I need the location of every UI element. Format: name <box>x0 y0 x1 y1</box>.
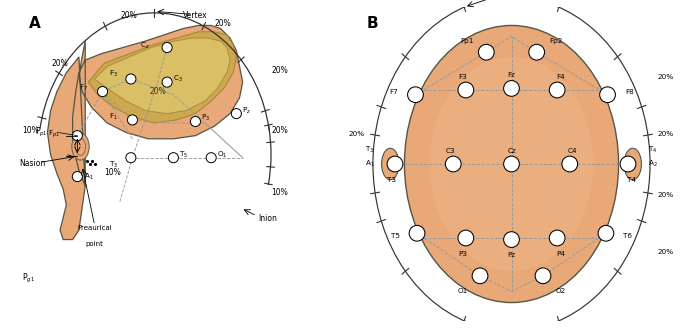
Circle shape <box>620 156 636 172</box>
Text: F$_3$: F$_3$ <box>109 69 118 79</box>
Circle shape <box>549 230 565 246</box>
Text: C3: C3 <box>445 148 455 154</box>
Text: T6: T6 <box>623 233 632 239</box>
Text: F4: F4 <box>556 74 565 80</box>
Text: F$_1$: F$_1$ <box>109 112 118 122</box>
Ellipse shape <box>72 133 89 160</box>
Text: A: A <box>29 16 40 31</box>
Ellipse shape <box>382 148 399 180</box>
Text: T4: T4 <box>627 176 636 183</box>
Text: Cz: Cz <box>507 148 516 154</box>
Circle shape <box>72 131 83 141</box>
Text: A$_1$: A$_1$ <box>84 172 93 182</box>
Text: Fp1: Fp1 <box>460 38 474 44</box>
Circle shape <box>162 77 172 87</box>
Text: P3: P3 <box>458 251 467 256</box>
Text: 20%: 20% <box>658 193 674 198</box>
Text: P$_z$: P$_z$ <box>242 105 251 115</box>
Circle shape <box>162 42 172 52</box>
Circle shape <box>128 115 138 125</box>
Text: 20%: 20% <box>349 131 365 137</box>
Text: F$_{p1}$: F$_{p1}$ <box>48 128 60 140</box>
Text: Fz: Fz <box>507 72 516 78</box>
Text: A$_2$: A$_2$ <box>649 159 658 169</box>
Text: 10%: 10% <box>104 168 121 177</box>
Text: 20%: 20% <box>658 131 674 137</box>
Circle shape <box>529 44 544 60</box>
Circle shape <box>535 268 551 284</box>
Text: 10%: 10% <box>23 126 39 134</box>
Text: 20%: 20% <box>149 87 166 96</box>
Text: Fp2: Fp2 <box>549 38 563 44</box>
Circle shape <box>126 153 136 163</box>
Text: 20%: 20% <box>658 74 674 80</box>
Circle shape <box>503 156 520 172</box>
Text: Vertex: Vertex <box>183 11 207 20</box>
Circle shape <box>549 82 565 98</box>
Circle shape <box>598 225 614 241</box>
Circle shape <box>126 74 136 84</box>
Text: 20%: 20% <box>658 249 674 255</box>
Text: C4: C4 <box>568 148 578 154</box>
Text: T$_3$: T$_3$ <box>109 159 118 170</box>
Text: P4: P4 <box>556 251 565 256</box>
Circle shape <box>231 109 241 119</box>
Circle shape <box>562 156 578 172</box>
Circle shape <box>445 156 461 172</box>
Text: C$_3$: C$_3$ <box>173 74 183 84</box>
Circle shape <box>190 116 201 127</box>
Text: T3: T3 <box>387 176 396 183</box>
Circle shape <box>408 87 424 103</box>
Circle shape <box>599 87 615 103</box>
Ellipse shape <box>430 57 593 271</box>
Text: O1: O1 <box>457 288 467 294</box>
Text: 10%: 10% <box>271 189 288 197</box>
Text: Inion: Inion <box>258 214 278 223</box>
Text: 20%: 20% <box>52 59 68 68</box>
Text: B: B <box>367 16 379 31</box>
Text: A$_1$: A$_1$ <box>365 159 374 169</box>
Polygon shape <box>89 32 237 123</box>
Circle shape <box>387 156 403 172</box>
Text: T$_5$: T$_5$ <box>179 150 188 160</box>
Circle shape <box>409 225 425 241</box>
Polygon shape <box>95 38 230 113</box>
Polygon shape <box>48 26 243 239</box>
Circle shape <box>458 230 474 246</box>
Text: Preaurical: Preaurical <box>77 225 112 231</box>
Text: T5: T5 <box>391 233 400 239</box>
Text: T$_4$: T$_4$ <box>649 144 657 154</box>
Text: point: point <box>86 241 104 247</box>
Text: P$_{g1}$: P$_{g1}$ <box>23 272 35 285</box>
Text: 20%: 20% <box>271 126 288 134</box>
Text: 20%: 20% <box>121 11 138 20</box>
Text: C$_z$: C$_z$ <box>140 41 150 51</box>
Text: P$_3$: P$_3$ <box>201 113 210 123</box>
Circle shape <box>503 81 520 96</box>
Circle shape <box>472 268 488 284</box>
Text: T$_3$: T$_3$ <box>366 144 374 154</box>
Circle shape <box>479 44 494 60</box>
Text: O$_1$: O$_1$ <box>217 150 227 160</box>
Text: F7: F7 <box>389 89 398 95</box>
Text: 20%: 20% <box>214 19 231 28</box>
Text: Pz: Pz <box>507 252 516 258</box>
Text: 20%: 20% <box>271 66 288 75</box>
Text: F$_7$: F$_7$ <box>79 83 89 93</box>
Text: Nasion: Nasion <box>19 159 45 169</box>
Ellipse shape <box>624 148 641 180</box>
Text: F8: F8 <box>625 89 634 95</box>
Circle shape <box>458 82 474 98</box>
Ellipse shape <box>404 26 619 302</box>
Circle shape <box>98 87 108 97</box>
Text: F$_{p1}$: F$_{p1}$ <box>35 126 48 139</box>
Circle shape <box>503 232 520 247</box>
Text: F3: F3 <box>458 74 467 80</box>
Circle shape <box>206 153 216 163</box>
Circle shape <box>168 153 179 163</box>
Circle shape <box>72 172 83 182</box>
Text: O2: O2 <box>556 288 566 294</box>
